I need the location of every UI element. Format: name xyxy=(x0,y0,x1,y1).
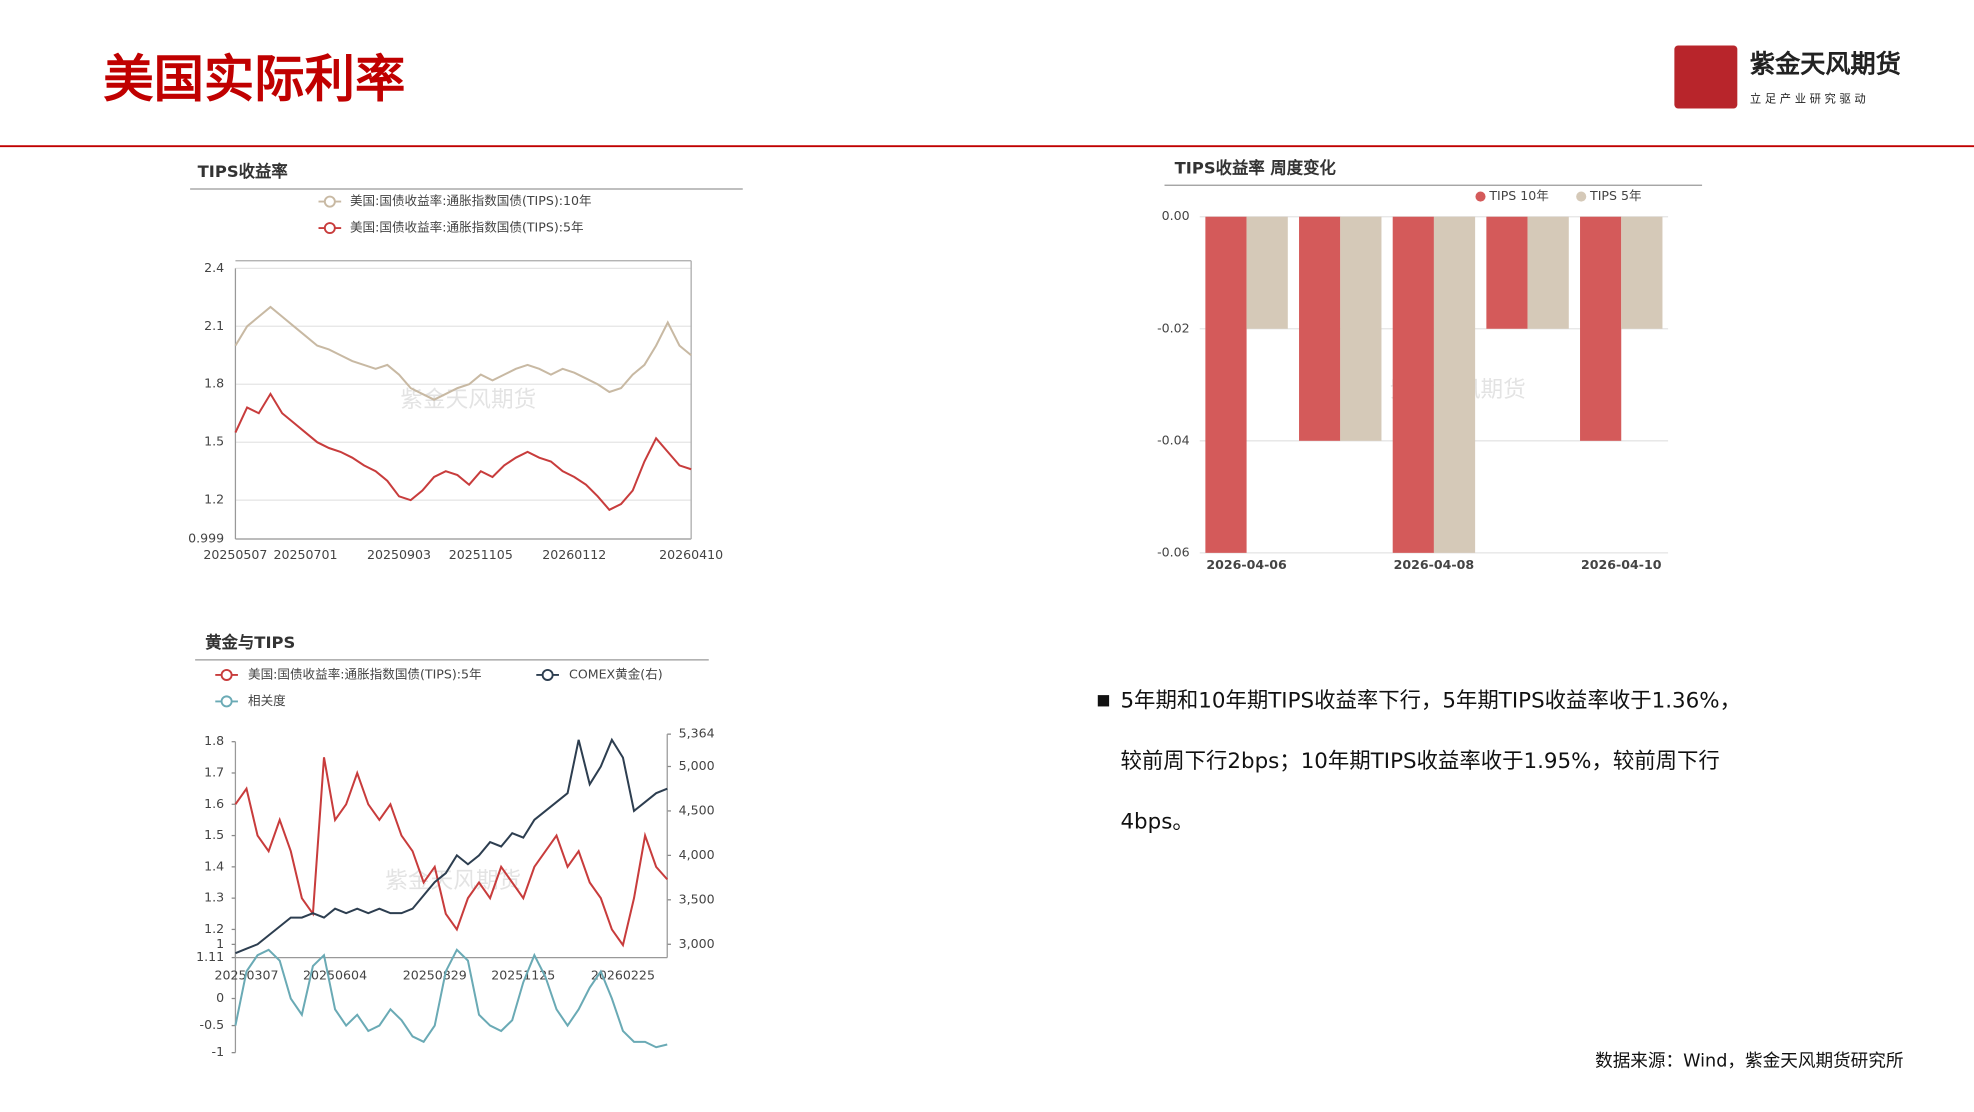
y-tick-label: 1 xyxy=(216,936,224,951)
bar xyxy=(1246,216,1288,329)
bar xyxy=(1340,216,1382,441)
y-tick-label: 5,000 xyxy=(679,758,715,773)
x-tick-label: 2026-04-06 xyxy=(1206,557,1287,572)
x-tick-label: 20251125 xyxy=(491,967,555,982)
legend-label: 美国:国债收益率:通胀指数国债(TIPS):5年 xyxy=(248,666,482,681)
bar xyxy=(1527,216,1569,329)
x-tick-label: 20260225 xyxy=(591,967,655,982)
x-tick-label: 20250903 xyxy=(367,547,431,562)
logo-icon xyxy=(1674,45,1738,109)
x-tick-label: 20250604 xyxy=(303,967,367,982)
y-tick-label: 4,000 xyxy=(679,847,715,862)
bar xyxy=(1621,216,1663,329)
y-tick-label: 3,000 xyxy=(679,936,715,951)
legend-label: 相关度 xyxy=(248,693,286,708)
y-tick-label: 2.1 xyxy=(204,318,224,333)
y-tick-label: 1.8 xyxy=(204,376,224,391)
x-tick-label: 20260410 xyxy=(659,547,723,562)
chart-title: TIPS收益率 周度变化 xyxy=(1175,158,1337,177)
y-tick-label: 1.3 xyxy=(204,890,224,905)
x-tick-label: 2026-04-08 xyxy=(1394,557,1474,572)
legend-swatch xyxy=(1475,191,1486,202)
legend-swatch xyxy=(541,668,554,681)
x-tick-label: 20251105 xyxy=(449,547,513,562)
y-tick-label: 1.6 xyxy=(204,796,224,811)
chart-title: TIPS收益率 xyxy=(198,162,288,181)
y-tick-label: 1.5 xyxy=(204,434,224,449)
source: 数据来源：Wind，紫金天风期货研究所 xyxy=(1595,1051,1903,1071)
bar xyxy=(1205,216,1247,553)
legend-label: TIPS 5年 xyxy=(1589,188,1642,203)
legend-swatch xyxy=(220,668,233,681)
legend-label: TIPS 10年 xyxy=(1488,188,1549,203)
chart-title: 黄金与TIPS xyxy=(205,633,295,652)
bar xyxy=(1486,216,1528,329)
x-tick-label: 2026-04-10 xyxy=(1581,557,1662,572)
y-tick-label: -0.06 xyxy=(1157,544,1190,559)
bar xyxy=(1392,216,1434,553)
watermark: 紫金天风期货 xyxy=(400,387,536,413)
watermark: 紫金天风期货 xyxy=(385,868,521,894)
y-tick-label: 0.00 xyxy=(1162,208,1190,223)
y-tick-label: -0.04 xyxy=(1157,432,1190,447)
series-line xyxy=(234,305,692,401)
series-line xyxy=(234,391,692,512)
series-line xyxy=(234,757,668,948)
y-tick-label: 1.4 xyxy=(204,858,224,873)
y-tick-label: -1 xyxy=(212,1044,225,1059)
x-tick-label: 20250829 xyxy=(403,967,467,982)
slide-title: 美国实际利率 xyxy=(103,49,405,108)
bar xyxy=(1299,216,1341,441)
legend-swatch xyxy=(1576,191,1587,202)
y-tick-label: 1.5 xyxy=(204,827,224,842)
bullet-line: 5年期和10年期TIPS收益率下行，5年期TIPS收益率收于1.36%， xyxy=(1120,688,1741,713)
y-tick-label: -0.02 xyxy=(1157,320,1190,335)
y-tick-label: 1.7 xyxy=(204,764,224,779)
bullet-marker xyxy=(1097,695,1110,707)
y-tick-label: 5,364 xyxy=(679,726,715,741)
x-tick-label: 20250507 xyxy=(203,547,267,562)
legend-swatch xyxy=(323,195,336,208)
legend-label: 美国:国债收益率:通胀指数国债(TIPS):5年 xyxy=(350,220,584,235)
y-tick-label: 0 xyxy=(216,990,224,1005)
bar xyxy=(1580,216,1622,441)
bar xyxy=(1433,216,1476,553)
x-tick-label: 20260112 xyxy=(542,547,606,562)
logo-tagline: 立 足 产 业 研 究 驱 动 xyxy=(1750,92,1866,106)
legend-swatch xyxy=(220,695,233,708)
y-tick-label: 2.4 xyxy=(204,260,224,275)
y-tick-label: 1.2 xyxy=(204,921,224,936)
y-tick-label: -0.5 xyxy=(200,1017,225,1032)
x-tick-label: 20250701 xyxy=(274,547,338,562)
legend-label: COMEX黄金(右) xyxy=(569,666,663,681)
y-tick-label: 1.8 xyxy=(204,733,224,748)
y-tick-label: 0.999 xyxy=(188,531,224,546)
series-line xyxy=(235,737,668,955)
logo-name: 紫金天风期货 xyxy=(1750,50,1901,79)
legend-swatch xyxy=(323,222,336,235)
legend-label: 美国:国债收益率:通胀指数国债(TIPS):10年 xyxy=(350,193,592,208)
y-tick-label: 3,500 xyxy=(679,891,715,906)
y-tick-label: 1.2 xyxy=(204,492,224,507)
bullet-line: 较前周下行2bps；10年期TIPS收益率收于1.95%，较前周下行 xyxy=(1120,749,1719,774)
series-line xyxy=(234,948,668,1049)
bullet-line: 4bps。 xyxy=(1120,809,1193,834)
y-tick-label: 4,500 xyxy=(679,802,715,817)
y-tick-label: 1.11 xyxy=(196,949,224,964)
